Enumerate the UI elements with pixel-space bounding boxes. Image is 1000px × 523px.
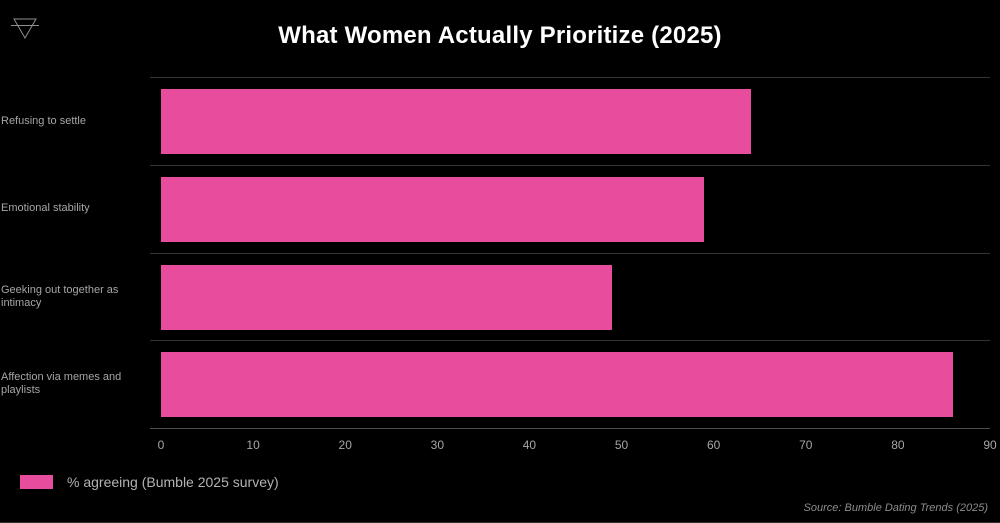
x-tick-label: 90 — [983, 438, 997, 452]
legend-label: % agreeing (Bumble 2025 survey) — [67, 474, 279, 490]
bar-row: Geeking out together as intimacy — [0, 253, 1000, 341]
legend-swatch — [20, 475, 53, 489]
x-tick-label: 40 — [522, 438, 537, 452]
x-tick-label: 30 — [430, 438, 445, 452]
x-tick-label: 0 — [157, 438, 165, 452]
x-tick-label: 60 — [706, 438, 721, 452]
x-tick-label: 70 — [799, 438, 813, 452]
x-tick-label: 10 — [246, 438, 260, 452]
row-separator-line — [150, 252, 990, 254]
earth-symbol-icon[interactable] — [10, 12, 40, 42]
category-label: Emotional stability — [1, 202, 90, 215]
category-label: Geeking out together as intimacy — [1, 283, 119, 309]
legend[interactable]: % agreeing (Bumble 2025 survey) — [20, 474, 279, 490]
bar[interactable] — [161, 89, 751, 154]
row-separator-line — [150, 164, 990, 166]
row-separator-line — [150, 77, 990, 78]
row-separator-line — [150, 340, 990, 342]
x-tick-label: 80 — [891, 438, 905, 452]
bar[interactable] — [161, 176, 705, 242]
chart-title: What Women Actually Prioritize (2025) — [278, 22, 722, 49]
bar-row: Refusing to settle — [0, 77, 1000, 165]
source-note: Source: Bumble Dating Trends (2025) — [803, 502, 988, 514]
category-label: Refusing to settle — [1, 114, 86, 127]
x-tick-label: 50 — [614, 438, 629, 452]
x-tick-label: 20 — [338, 438, 352, 452]
bar[interactable] — [161, 352, 954, 418]
category-label: Affection via memes and playlists — [1, 371, 122, 397]
bar-row: Affection via memes and playlists — [0, 340, 1000, 428]
bar-chart-plot-area: Refusing to settle Emotional stability Gee… — [0, 77, 1000, 429]
x-axis-line — [150, 428, 990, 429]
bar[interactable] — [161, 264, 613, 330]
bar-row: Emotional stability — [0, 165, 1000, 253]
